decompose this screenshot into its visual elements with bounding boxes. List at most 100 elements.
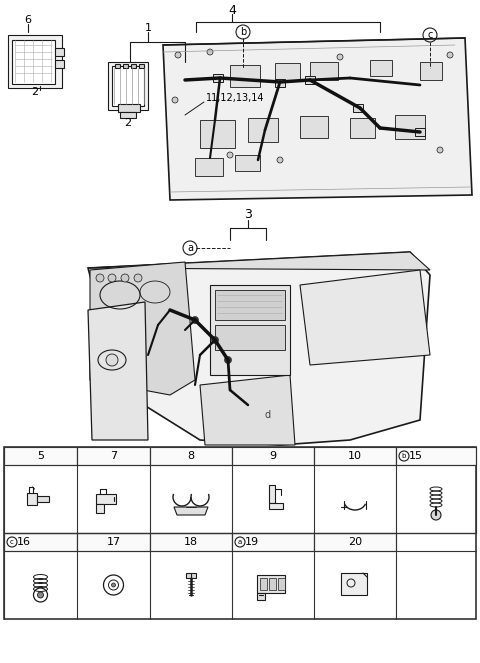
Bar bbox=[77, 447, 150, 465]
Polygon shape bbox=[300, 270, 430, 365]
Circle shape bbox=[106, 354, 118, 366]
Circle shape bbox=[225, 357, 231, 363]
Polygon shape bbox=[88, 252, 430, 445]
Polygon shape bbox=[96, 504, 104, 513]
Polygon shape bbox=[269, 485, 275, 503]
Text: 4: 4 bbox=[228, 3, 236, 17]
Bar bbox=[4, 447, 77, 465]
Polygon shape bbox=[174, 507, 208, 515]
Bar bbox=[275, 79, 285, 87]
Bar bbox=[210, 285, 290, 375]
Polygon shape bbox=[269, 503, 283, 509]
Text: c: c bbox=[10, 539, 14, 545]
Text: 2: 2 bbox=[124, 118, 132, 128]
Circle shape bbox=[37, 592, 44, 598]
Bar bbox=[395, 115, 425, 139]
Polygon shape bbox=[26, 493, 36, 505]
Bar bbox=[115, 64, 120, 68]
Text: a: a bbox=[187, 243, 193, 253]
Text: 2: 2 bbox=[31, 87, 38, 97]
Bar bbox=[215, 325, 285, 350]
Polygon shape bbox=[341, 573, 367, 595]
Bar bbox=[305, 76, 315, 84]
Text: 1: 1 bbox=[144, 23, 152, 33]
Polygon shape bbox=[120, 112, 136, 118]
Text: 3: 3 bbox=[244, 208, 252, 221]
Text: 18: 18 bbox=[184, 537, 198, 547]
Bar bbox=[118, 104, 140, 112]
Text: 9: 9 bbox=[269, 451, 276, 461]
Polygon shape bbox=[96, 494, 116, 504]
Circle shape bbox=[212, 337, 218, 343]
Text: 5: 5 bbox=[37, 451, 44, 461]
Bar bbox=[396, 447, 476, 465]
Circle shape bbox=[96, 274, 104, 282]
Text: 19: 19 bbox=[245, 537, 259, 547]
Polygon shape bbox=[257, 575, 285, 593]
Polygon shape bbox=[55, 48, 64, 56]
Bar bbox=[350, 118, 375, 138]
Bar bbox=[139, 64, 144, 68]
Bar bbox=[420, 62, 442, 80]
Bar bbox=[150, 447, 232, 465]
Polygon shape bbox=[36, 496, 48, 502]
Circle shape bbox=[175, 52, 181, 58]
Bar bbox=[232, 447, 314, 465]
Text: a: a bbox=[238, 539, 242, 545]
Bar bbox=[260, 578, 267, 590]
Circle shape bbox=[134, 274, 142, 282]
Bar bbox=[314, 533, 396, 551]
Bar bbox=[300, 116, 328, 138]
Bar bbox=[370, 60, 392, 76]
Text: 10: 10 bbox=[348, 451, 362, 461]
Text: b: b bbox=[402, 453, 406, 459]
Text: c: c bbox=[427, 30, 432, 40]
Text: 15: 15 bbox=[409, 451, 423, 461]
Polygon shape bbox=[108, 62, 148, 110]
Circle shape bbox=[227, 152, 233, 158]
Bar bbox=[150, 533, 232, 551]
Text: 8: 8 bbox=[187, 451, 194, 461]
Bar bbox=[200, 120, 235, 148]
Bar bbox=[77, 533, 150, 551]
Polygon shape bbox=[200, 375, 295, 445]
Circle shape bbox=[437, 147, 443, 153]
Polygon shape bbox=[8, 35, 62, 88]
Polygon shape bbox=[12, 40, 55, 84]
Bar bbox=[248, 118, 278, 142]
Bar bbox=[278, 578, 285, 590]
Polygon shape bbox=[90, 262, 195, 395]
Circle shape bbox=[172, 97, 178, 103]
Circle shape bbox=[447, 52, 453, 58]
Bar bbox=[314, 447, 396, 465]
Bar bbox=[269, 578, 276, 590]
Text: 16: 16 bbox=[17, 537, 31, 547]
Circle shape bbox=[207, 49, 213, 55]
Bar bbox=[131, 64, 136, 68]
Circle shape bbox=[108, 274, 116, 282]
Bar bbox=[4, 533, 77, 551]
Circle shape bbox=[277, 157, 283, 163]
Polygon shape bbox=[88, 302, 148, 440]
Circle shape bbox=[121, 274, 129, 282]
Bar bbox=[230, 65, 260, 87]
Circle shape bbox=[111, 583, 116, 587]
Circle shape bbox=[337, 54, 343, 60]
Polygon shape bbox=[88, 252, 430, 270]
Text: 20: 20 bbox=[348, 537, 362, 547]
Bar bbox=[213, 74, 223, 82]
Text: 11,12,13,14: 11,12,13,14 bbox=[206, 93, 264, 103]
Bar bbox=[415, 128, 425, 136]
Text: 6: 6 bbox=[24, 15, 32, 25]
Text: 17: 17 bbox=[107, 537, 120, 547]
Bar bbox=[275, 63, 300, 81]
Polygon shape bbox=[163, 38, 472, 200]
Circle shape bbox=[192, 316, 199, 324]
Text: 7: 7 bbox=[110, 451, 117, 461]
Polygon shape bbox=[186, 573, 196, 578]
Bar bbox=[235, 155, 260, 171]
Bar bbox=[310, 62, 338, 80]
Bar bbox=[123, 64, 128, 68]
Bar bbox=[215, 290, 285, 320]
Polygon shape bbox=[55, 60, 64, 68]
